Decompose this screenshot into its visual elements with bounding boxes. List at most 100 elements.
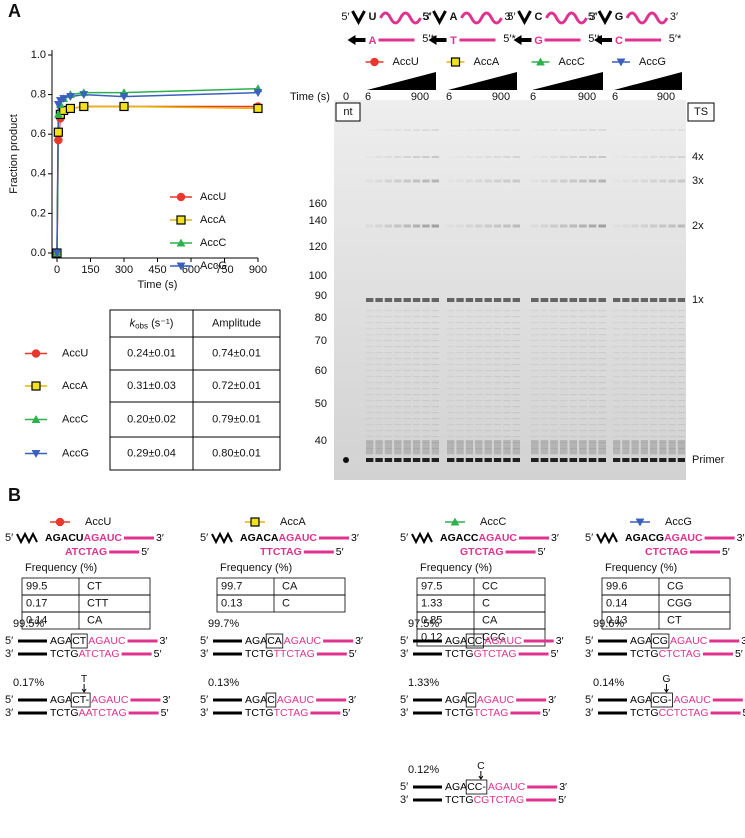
column-name: AccU [85, 516, 111, 528]
gel-ladder [456, 406, 463, 407]
gel-ladder [475, 328, 482, 329]
prime: 5′ [200, 694, 208, 706]
gel-smear [541, 440, 549, 454]
gel-band [456, 180, 463, 183]
gel-ladder [531, 364, 539, 365]
gel-ladder [669, 406, 676, 407]
gel-ladder [550, 382, 558, 383]
gel-smear [494, 440, 501, 454]
gel-ladder [404, 406, 411, 407]
gel-ladder [375, 388, 382, 389]
gel-smear [669, 440, 676, 454]
gel-ladder [531, 322, 539, 323]
gel-ladder [466, 400, 473, 401]
gel-ladder [466, 310, 473, 311]
gel-ladder [422, 454, 429, 455]
gel-ladder [494, 316, 501, 317]
gel-ladder [531, 370, 539, 371]
x-axis-label: Time (s) [138, 279, 178, 291]
gel-band [560, 129, 568, 131]
legend-label: AccU [200, 191, 226, 203]
sequence: 3′ [741, 635, 745, 647]
gel-ladder [375, 406, 382, 407]
rna-chevron [599, 11, 611, 22]
gel-ladder [503, 436, 510, 437]
gel-ladder [503, 388, 510, 389]
gel-smear [570, 440, 578, 454]
gel-band [650, 298, 657, 302]
gel-ladder [659, 322, 666, 323]
template-nt: C [535, 11, 543, 23]
gel-ladder [375, 334, 382, 335]
sequence: CTCTAG [645, 546, 688, 558]
gel-ladder [385, 430, 392, 431]
gel-ladder [466, 382, 473, 383]
sequence: TCTG [245, 707, 274, 719]
y-tick-label: 0.8 [31, 89, 46, 101]
prime: 3′ [5, 707, 13, 719]
gel-ladder [650, 370, 657, 371]
gel-ladder [641, 316, 648, 317]
freq-value: 0.13 [221, 597, 242, 609]
gel-ladder [413, 316, 420, 317]
gel-band [678, 298, 685, 302]
gel-smear [394, 440, 401, 454]
gel-ladder [385, 340, 392, 341]
gel-ladder [485, 316, 492, 317]
gel-ladder [394, 352, 401, 353]
gel-ladder [456, 328, 463, 329]
gel-ladder [485, 394, 492, 395]
x-tick-label: 0 [54, 264, 60, 276]
gel-ladder [432, 334, 439, 335]
marker [56, 518, 64, 526]
gel-band [678, 225, 685, 228]
gel-band [579, 156, 587, 158]
gel-ladder [456, 316, 463, 317]
gel-ladder [598, 352, 606, 353]
gel-band [641, 458, 648, 462]
gel-band [475, 156, 482, 158]
gel-ladder [503, 352, 510, 353]
gel-ladder [560, 412, 568, 413]
gel-ladder [541, 376, 549, 377]
gel-ladder [366, 352, 373, 353]
primer-nt: T [450, 35, 457, 47]
gel-ladder [447, 370, 454, 371]
gel-ladder [613, 316, 620, 317]
gel-ladder [404, 382, 411, 383]
gel-ladder [550, 418, 558, 419]
gel-band [678, 129, 685, 131]
gel-ladder [413, 364, 420, 365]
gel-ladder [422, 394, 429, 395]
gel-ladder [513, 430, 520, 431]
gel-band [432, 129, 439, 131]
gel-ladder [650, 430, 657, 431]
gel-ladder [531, 406, 539, 407]
gel-ladder [404, 436, 411, 437]
sequence: TCTG [50, 648, 79, 660]
gel-smear [678, 440, 685, 454]
gel-ladder [659, 352, 666, 353]
gel-ladder [404, 316, 411, 317]
gel-ladder [669, 310, 676, 311]
gel-band [494, 180, 501, 183]
gel-ladder [570, 406, 578, 407]
gel-ladder [494, 436, 501, 437]
gel-ladder [375, 418, 382, 419]
gel-band [541, 225, 549, 228]
sequence: AGA [630, 694, 652, 706]
gel-smear [550, 440, 558, 454]
gel-band [503, 298, 510, 302]
sequence: AGA [445, 694, 467, 706]
prime: 5′ [585, 694, 593, 706]
sequence: 5′ [558, 794, 566, 806]
gel-ladder [531, 310, 539, 311]
column-name: AccC [480, 516, 506, 528]
gel-ladder [394, 454, 401, 455]
gel-ladder [432, 322, 439, 323]
time-start: 6 [530, 91, 536, 103]
gel-ladder [613, 322, 620, 323]
gel-ladder [560, 370, 568, 371]
gel-band [541, 298, 549, 302]
gel-ladder [475, 358, 482, 359]
